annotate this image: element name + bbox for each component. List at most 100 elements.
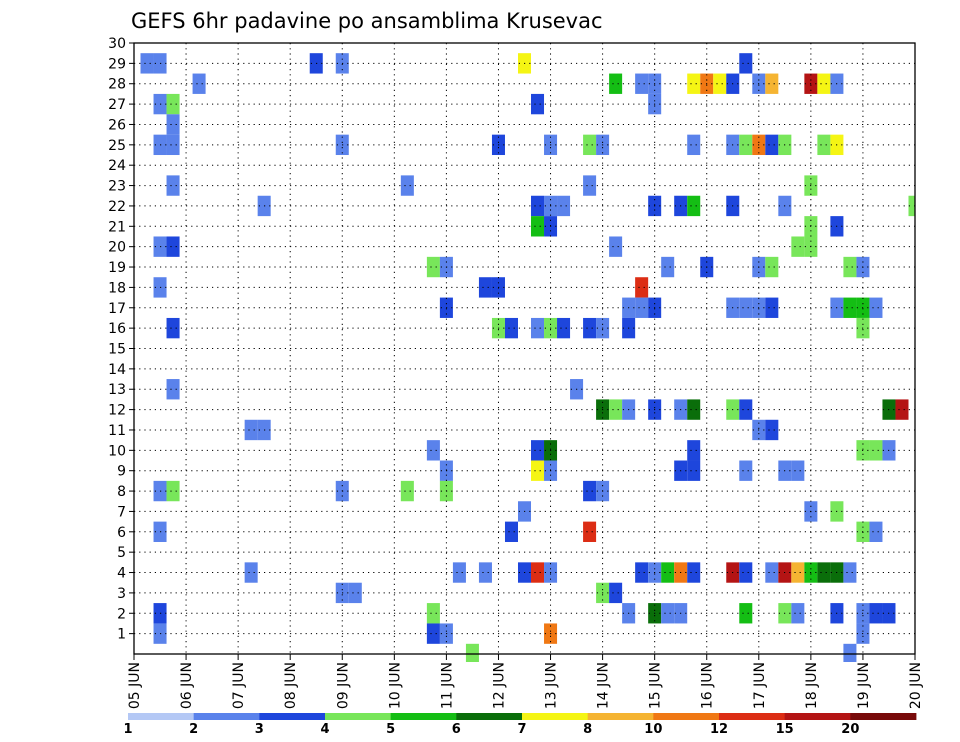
precip-cell — [531, 216, 545, 237]
legend-swatch — [259, 713, 326, 720]
precip-cell — [504, 521, 518, 542]
precip-cell — [426, 440, 440, 461]
x-tick-label: 05 JUN — [127, 662, 143, 709]
precip-cell — [765, 73, 779, 94]
precip-cell — [687, 440, 701, 461]
precip-cell — [739, 53, 753, 74]
precip-cell — [791, 562, 805, 583]
precip-cell — [166, 114, 180, 135]
precip-cell — [583, 521, 597, 542]
precip-cell — [661, 562, 675, 583]
precip-cell — [843, 256, 857, 278]
precip-cell — [583, 480, 597, 502]
y-tick-label: 1 — [117, 627, 126, 643]
precip-cell — [465, 643, 479, 662]
precip-cell — [843, 643, 857, 662]
precip-cell — [908, 195, 915, 217]
precip-cell — [869, 521, 883, 542]
precip-cell — [426, 256, 440, 278]
precip-cell — [166, 379, 180, 400]
precip-cell — [635, 297, 649, 318]
precip-cell — [687, 562, 701, 583]
precip-cell — [478, 277, 492, 298]
x-tick-label: 09 JUN — [335, 662, 351, 709]
precip-cell — [661, 603, 675, 624]
precip-cell — [192, 73, 206, 94]
precip-cell — [609, 582, 623, 604]
x-tick-label: 20 JUN — [908, 662, 924, 709]
y-tick-label: 28 — [108, 77, 126, 93]
precip-cell — [609, 399, 623, 420]
legend-swatch — [653, 713, 720, 720]
precip-cell — [739, 399, 753, 420]
legend-label: 5 — [386, 722, 395, 737]
y-tick-label: 11 — [108, 423, 126, 439]
x-tick-label: 15 JUN — [648, 662, 664, 709]
x-tick-label: 07 JUN — [231, 662, 247, 709]
precip-cell — [739, 562, 753, 583]
precip-cell — [244, 419, 258, 441]
y-tick-label: 18 — [108, 280, 126, 296]
precip-cell — [531, 317, 545, 339]
precip-cell — [869, 297, 883, 318]
x-tick-label: 06 JUN — [179, 662, 195, 709]
y-tick-label: 21 — [108, 219, 126, 235]
grid-layer — [134, 42, 915, 654]
legend-swatch — [719, 713, 786, 720]
legend-label: 8 — [583, 722, 592, 737]
y-tick-label: 9 — [117, 464, 126, 480]
precip-cell — [817, 562, 831, 583]
legend-swatch — [587, 713, 654, 720]
precip-cell — [166, 480, 180, 502]
precip-cell — [166, 236, 180, 257]
legend-swatch — [193, 713, 260, 720]
precip-cell — [739, 603, 753, 624]
chart-title: GEFS 6hr padavine po ansamblima Krusevac — [131, 9, 603, 33]
precip-cell — [739, 460, 753, 481]
legend-swatch — [325, 713, 392, 720]
y-tick-label: 17 — [108, 301, 126, 317]
precip-cell — [452, 562, 466, 583]
legend-label: 6 — [452, 722, 461, 737]
precip-cell — [140, 53, 154, 74]
precip-cell — [244, 562, 258, 583]
precip-cell — [661, 256, 675, 278]
x-tick-label: 16 JUN — [700, 662, 716, 709]
precip-cell — [895, 399, 909, 420]
precip-cell — [739, 297, 753, 318]
legend-swatch — [128, 713, 195, 720]
x-tick-label: 10 JUN — [387, 662, 403, 709]
precip-cell — [583, 317, 597, 339]
precip-cell — [843, 562, 857, 583]
legend-label: 20 — [841, 722, 859, 737]
cell-layer — [140, 53, 915, 662]
x-tick-label: 12 JUN — [491, 662, 507, 709]
y-tick-label: 22 — [108, 199, 126, 215]
precip-cell — [583, 134, 597, 156]
precip-cell — [765, 419, 779, 441]
precip-cell — [166, 93, 180, 115]
y-tick-label: 24 — [108, 158, 126, 174]
x-tick-label: 08 JUN — [283, 662, 299, 709]
precip-cell — [166, 317, 180, 339]
precip-cell — [504, 317, 518, 339]
y-tick-label: 30 — [108, 36, 126, 52]
x-tick-label: 18 JUN — [804, 662, 820, 709]
precip-cell — [765, 562, 779, 583]
precip-cell — [687, 195, 701, 217]
precip-cell — [635, 562, 649, 583]
precip-cell — [400, 175, 414, 196]
precip-cell — [817, 134, 831, 156]
precip-cell — [166, 134, 180, 156]
precip-cell — [531, 93, 545, 115]
legend-swatch — [390, 713, 457, 720]
legend-label: 2 — [189, 722, 198, 737]
y-tick-label: 4 — [117, 566, 126, 582]
precip-cell — [531, 195, 545, 217]
y-tick-label: 10 — [108, 443, 126, 459]
precip-cell — [557, 195, 571, 217]
precip-cell — [531, 562, 545, 583]
y-tick-label: 2 — [117, 606, 126, 622]
legend-swatch — [456, 713, 523, 720]
y-tick-label: 29 — [108, 56, 126, 72]
